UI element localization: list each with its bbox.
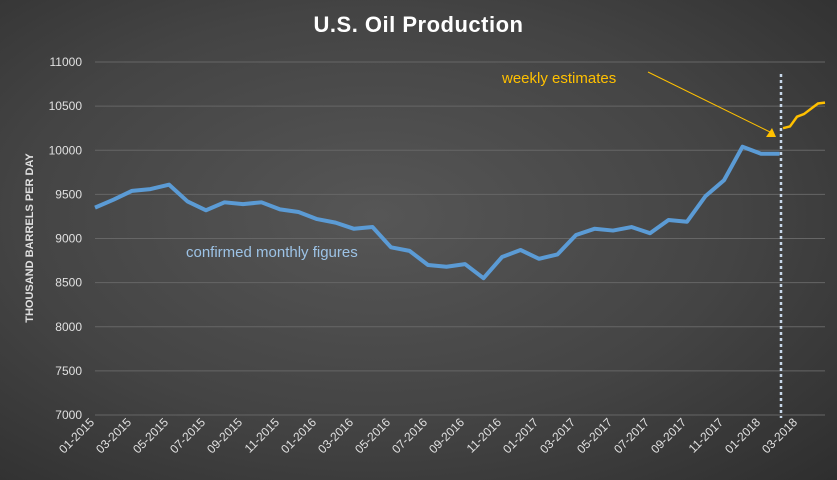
x-tick-label: 11-2016 [464, 415, 505, 456]
x-tick-label: 05-2017 [574, 415, 615, 456]
y-tick-label: 7500 [55, 364, 82, 378]
x-tick-label: 03-2017 [537, 415, 578, 456]
x-tick-label: 01-2017 [500, 415, 541, 456]
y-tick-label: 11000 [50, 55, 83, 69]
y-tick-label: 8000 [55, 320, 82, 334]
chart-title: U.S. Oil Production [313, 12, 524, 37]
x-tick-label: 11-2015 [242, 415, 283, 456]
x-tick-label: 01-2018 [722, 415, 763, 456]
x-tick-label: 05-2015 [130, 415, 171, 456]
x-tick-label: 09-2016 [426, 415, 467, 456]
x-tick-label: 09-2017 [648, 415, 689, 456]
annotation-arrow [647, 71, 771, 133]
x-tick-label: 03-2016 [315, 415, 356, 456]
weekly-annotation: weekly estimates [502, 70, 617, 87]
x-tick-label: 03-2018 [759, 415, 800, 456]
series-line-monthly [94, 144, 780, 281]
y-tick-label: 7000 [55, 408, 82, 422]
y-tick-label: 10000 [49, 143, 83, 157]
arrowhead-icon [766, 128, 776, 137]
x-tick-label: 07-2015 [167, 415, 208, 456]
y-tick-label: 9000 [55, 232, 82, 246]
y-tick-label: 9500 [55, 187, 82, 201]
x-tick-label: 07-2016 [389, 415, 430, 456]
x-tick-label: 05-2016 [352, 415, 393, 456]
x-tick-label: 01-2016 [278, 415, 319, 456]
y-tick-label: 8500 [55, 276, 82, 290]
x-tick-label: 11-2017 [686, 415, 727, 456]
y-tick-label: 10500 [49, 99, 83, 113]
monthly-annotation: confirmed monthly figures [186, 244, 358, 261]
x-tick-label: 03-2015 [93, 415, 134, 456]
x-tick-label: 09-2015 [204, 415, 245, 456]
x-tick-label: 07-2017 [611, 415, 652, 456]
